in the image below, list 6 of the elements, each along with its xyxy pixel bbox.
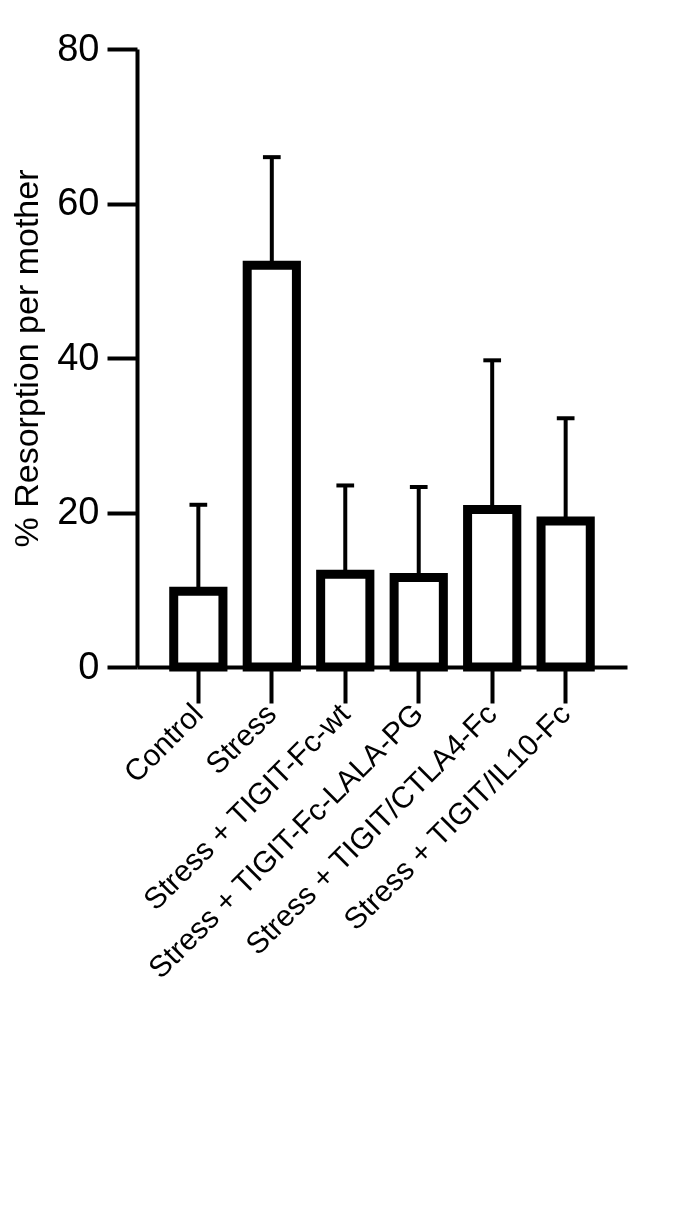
y-axis-title: % Resorption per mother [7,169,46,548]
y-tick-label: 20 [57,490,100,532]
y-tick-label: 0 [78,644,100,687]
y-tick-label: 80 [57,26,100,69]
y-tick-label: 40 [57,335,100,378]
y-tick-label: 60 [57,181,100,223]
